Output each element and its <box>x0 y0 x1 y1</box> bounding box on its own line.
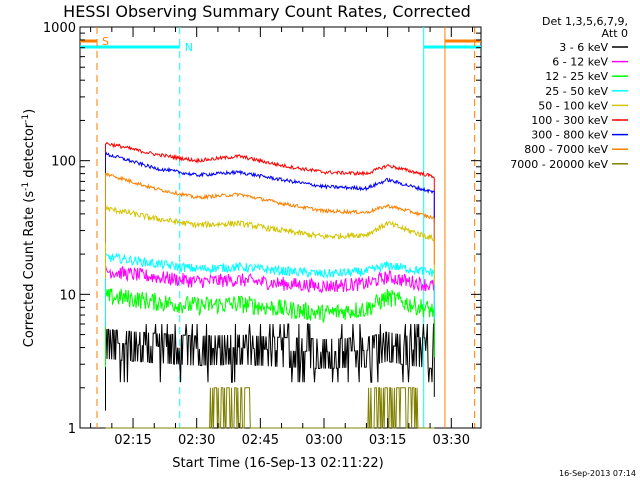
legend-entry: 25 - 50 keV <box>545 85 628 98</box>
x-tick-label: 02:45 <box>242 433 279 448</box>
legend-entry: 3 - 6 keV <box>559 41 628 54</box>
series-line <box>105 252 435 327</box>
series-0 <box>105 323 435 411</box>
legend-entry-label: 6 - 12 keV <box>552 56 608 69</box>
y-tick-label: 100 <box>51 155 76 170</box>
x-tick-label: 03:30 <box>433 433 470 448</box>
series-6 <box>105 151 435 239</box>
series-8 <box>105 387 435 429</box>
legend-header-attenuator: Att 0 <box>602 27 628 40</box>
x-tick-label: 02:15 <box>114 433 151 448</box>
x-tick-label: 03:00 <box>305 433 342 448</box>
legend-entry: 800 - 7000 keV <box>524 143 628 156</box>
y-tick-label: 1000 <box>43 21 76 36</box>
vlines-layer <box>96 27 476 428</box>
legend-entry: 6 - 12 keV <box>552 56 628 69</box>
series-line <box>105 204 435 286</box>
series-line <box>105 151 435 239</box>
legend-entry-label: 800 - 7000 keV <box>524 143 608 156</box>
series-3 <box>105 252 435 327</box>
legend-entry-label: 7000 - 20000 keV <box>510 158 608 171</box>
legend-entry-label: 300 - 800 keV <box>531 129 608 142</box>
x-tick-label: 02:30 <box>178 433 215 448</box>
plot-area <box>79 26 482 429</box>
legend-entry: 12 - 25 keV <box>545 70 628 83</box>
series-line <box>105 141 435 223</box>
series-1 <box>105 265 435 341</box>
y-axis: 1 10 100 1000 <box>43 21 481 437</box>
series-7 <box>105 172 435 265</box>
y-tick-label: 1 <box>68 422 76 437</box>
footer-timestamp: 16-Sep-2013 07:14 <box>559 469 636 478</box>
series-line <box>105 172 435 265</box>
legend-entry: 50 - 100 keV <box>538 99 628 112</box>
legend-entry-label: 25 - 50 keV <box>545 85 608 98</box>
legend-entry-label: 3 - 6 keV <box>559 41 608 54</box>
legend-entry: 7000 - 20000 keV <box>510 158 628 171</box>
legend-entry-label: 12 - 25 keV <box>545 70 608 83</box>
x-tick-label: 03:15 <box>369 433 406 448</box>
legend-entry: 300 - 800 keV <box>531 129 628 142</box>
series-line <box>105 323 435 411</box>
series-layer <box>105 141 435 429</box>
series-line <box>105 265 435 341</box>
series-4 <box>105 204 435 286</box>
y-axis-label: Corrected Count Rate (s-1 detector-1) <box>21 109 37 347</box>
flag-label-s: S <box>102 35 109 48</box>
legend: Det 1,3,5,6,7,9, Att 0 3 - 6 keV 6 - 12 k… <box>510 15 628 171</box>
chart-title: HESSI Observing Summary Count Rates, Cor… <box>63 2 471 21</box>
x-axis-label: Start Time (16-Sep-13 02:11:22) <box>172 456 383 471</box>
legend-entry-label: 100 - 300 keV <box>531 114 608 127</box>
legend-header-detectors: Det 1,3,5,6,7,9, <box>542 15 628 28</box>
series-line <box>105 288 435 368</box>
legend-entry: 100 - 300 keV <box>531 114 628 127</box>
y-tick-label: 10 <box>59 288 76 303</box>
series-line <box>105 387 435 429</box>
series-2 <box>105 288 435 368</box>
legend-entry-label: 50 - 100 keV <box>538 99 608 112</box>
series-5 <box>105 141 435 223</box>
x-axis: 02:15 02:30 02:45 03:00 03:15 03:30 <box>90 27 474 448</box>
flag-label-n: N <box>185 41 193 54</box>
